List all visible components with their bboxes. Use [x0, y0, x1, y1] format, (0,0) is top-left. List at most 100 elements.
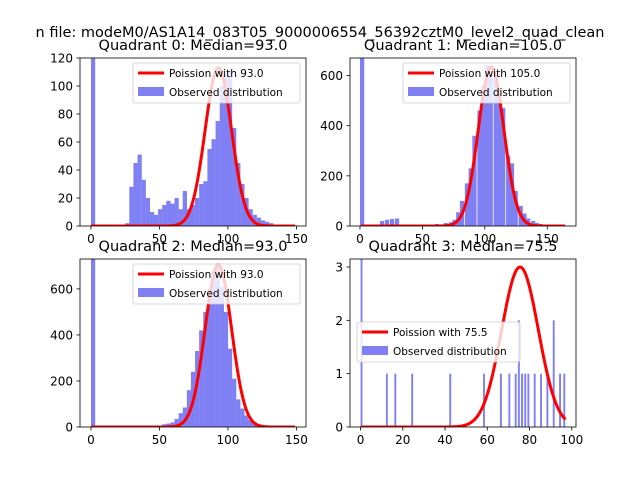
- quadrant-3-plot-area: [360, 259, 567, 427]
- histogram-bar: [517, 320, 520, 427]
- y-tick-label: 40: [58, 164, 73, 178]
- histogram-bar: [227, 348, 233, 427]
- figure-suptitle: n file: modeM0/AS1A14_083T05_9000006554_…: [36, 25, 605, 41]
- histogram-bar: [481, 85, 486, 226]
- x-tick-label: 50: [152, 232, 167, 246]
- legend-hist-swatch: [138, 288, 164, 297]
- y-tick-label: 400: [50, 328, 73, 342]
- x-tick-label: 0: [356, 232, 364, 246]
- poisson-fit-line: [360, 65, 566, 226]
- histogram-bar: [252, 214, 257, 226]
- histogram-bar: [559, 373, 561, 427]
- y-tick-label: 200: [320, 169, 343, 183]
- histogram-bar: [244, 415, 249, 427]
- histogram-bar: [149, 212, 155, 226]
- x-tick-label: 150: [536, 232, 559, 246]
- y-tick-label: 0: [335, 220, 343, 234]
- histogram-bar: [199, 330, 204, 427]
- quadrant-3-panel: 0 20 40 60 80 100 0 1 2 3 Quadrant 3: Median=75.5 P…: [335, 239, 583, 447]
- quadrant-1-plot-area: [359, 58, 566, 226]
- histogram-bar: [203, 181, 208, 226]
- histogram-bar: [219, 286, 224, 427]
- quadrant-0-plot-area: [90, 58, 296, 226]
- histogram-bar: [256, 217, 261, 226]
- histogram-bar: [508, 373, 511, 427]
- histogram-bar: [509, 163, 515, 226]
- x-tick-label: 0: [87, 232, 95, 246]
- histogram-bar: [186, 209, 192, 226]
- histogram-bar: [219, 86, 224, 226]
- legend-box: [132, 263, 301, 305]
- histogram-bar: [182, 407, 187, 427]
- quadrant-1-title: Quadrant 1: Median=105.0: [364, 38, 562, 54]
- y-tick-label: 1: [335, 367, 343, 381]
- legend-fit-label: Poission with 93.0: [169, 269, 264, 281]
- y-tick-label: 2: [335, 314, 343, 328]
- x-tick-label: 0: [87, 433, 95, 447]
- x-tick-label: 50: [415, 232, 430, 246]
- histogram-bar: [223, 74, 229, 226]
- histogram-bar: [207, 149, 212, 226]
- histogram-bar: [411, 373, 414, 427]
- x-tick-label: 60: [480, 433, 495, 447]
- histogram-bar: [240, 408, 245, 427]
- histogram-bar: [514, 373, 517, 427]
- x-tick-label: 100: [216, 232, 239, 246]
- histogram-bar: [186, 390, 192, 427]
- legend-box: [402, 62, 571, 104]
- poisson-fit-line: [90, 263, 296, 427]
- histogram-bar: [174, 198, 179, 226]
- histogram-bar: [232, 378, 237, 427]
- legend-hist-label: Observed distribution: [169, 87, 283, 99]
- histogram-bar: [472, 135, 477, 226]
- quadrant-1-panel: 0 50 100 150 0 200 400 600 Quadrant 1: Median=10…: [320, 38, 577, 246]
- histogram-bar: [232, 128, 237, 226]
- x-tick-label: 40: [437, 433, 452, 447]
- histogram-bar: [211, 139, 216, 226]
- y-tick-label: 0: [65, 421, 73, 435]
- histogram-bar: [162, 205, 167, 226]
- histogram-bar: [552, 320, 555, 427]
- histogram-bar: [484, 65, 490, 226]
- histogram-bar: [215, 121, 220, 226]
- y-tick-label: 600: [320, 69, 343, 83]
- histogram-bar: [174, 418, 179, 427]
- histogram-bar: [501, 108, 506, 226]
- histogram-bar: [223, 311, 229, 427]
- histogram-bar: [546, 373, 549, 427]
- quadrant-0-panel: 0 50 100 150 0 20 40 60 80 100 120 Quadrant 0: Medi…: [50, 38, 308, 246]
- x-tick-label: 80: [522, 433, 537, 447]
- legend-hist-swatch: [362, 346, 388, 355]
- histogram-bar: [497, 90, 502, 226]
- histogram-bar: [182, 191, 187, 226]
- histogram-bar: [90, 58, 96, 226]
- histogram-bar: [540, 373, 542, 427]
- quadrant-3-title: Quadrant 3: Median=75.5: [369, 239, 558, 255]
- y-tick-label: 80: [58, 108, 73, 122]
- histogram-bar: [533, 373, 536, 427]
- histogram-bar: [190, 205, 196, 226]
- y-tick-label: 0: [335, 421, 343, 435]
- histogram-bar: [384, 219, 390, 226]
- histogram-bar: [133, 163, 138, 226]
- quadrant-2-plot-area: [90, 259, 296, 427]
- y-tick-label: 120: [50, 52, 73, 66]
- histogram-bar: [506, 155, 511, 226]
- legend-hist-swatch: [408, 87, 434, 96]
- quadrant-0-legend: Poission with 93.0 Observed distribution: [132, 62, 301, 104]
- histogram-bar: [207, 288, 212, 427]
- histogram-bar: [385, 373, 388, 427]
- histogram-bar: [145, 198, 150, 226]
- histogram-bar: [527, 373, 530, 427]
- legend-fit-label: Poission with 75.5: [393, 327, 488, 339]
- x-tick-label: 150: [285, 232, 308, 246]
- histogram-bar: [227, 72, 233, 226]
- x-tick-label: 100: [473, 232, 496, 246]
- histogram-bar: [468, 168, 473, 226]
- histogram-bar: [240, 184, 245, 226]
- y-tick-label: 20: [58, 192, 73, 206]
- histogram-bar: [129, 186, 134, 226]
- histogram-bar: [90, 259, 96, 427]
- histogram-bar: [178, 413, 183, 427]
